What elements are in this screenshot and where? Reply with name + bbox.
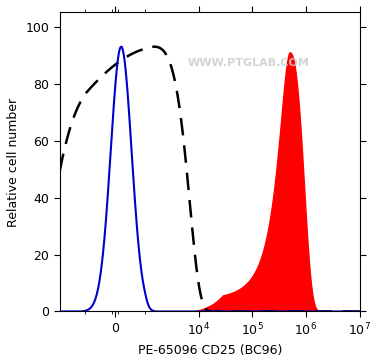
- Text: WWW.PTGLAB.COM: WWW.PTGLAB.COM: [188, 58, 310, 68]
- Y-axis label: Relative cell number: Relative cell number: [7, 98, 20, 226]
- X-axis label: PE-65096 CD25 (BC96): PE-65096 CD25 (BC96): [138, 344, 282, 357]
